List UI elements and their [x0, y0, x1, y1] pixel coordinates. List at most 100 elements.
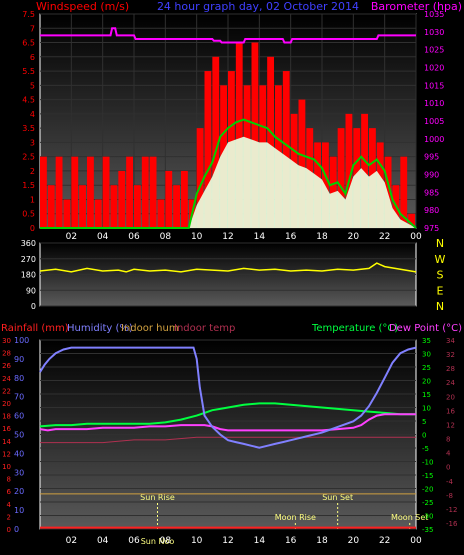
- indoor-temp-tick-label: 34: [446, 337, 455, 345]
- humidity-tick-label: 20: [14, 487, 24, 496]
- time-tick-label: 08: [160, 232, 172, 242]
- time-tick-label: 02: [66, 536, 77, 546]
- wind-max-bar: [102, 156, 110, 228]
- compass-point-label: W: [435, 253, 446, 266]
- windspeed-tick-label: 4.5: [22, 96, 35, 105]
- windspeed-tick-label: 0.5: [22, 210, 35, 219]
- rainfall-tick-label: 30: [2, 337, 11, 345]
- indoor-temp-tick-label: 32: [446, 351, 455, 359]
- direction-degree-label: 90: [26, 286, 36, 295]
- barometer-tick-label: 1000: [424, 135, 444, 144]
- time-tick-label: 20: [348, 536, 360, 546]
- indoor-temp-line: [40, 436, 416, 444]
- direction-degree-ticks: 0 90 180 270 360: [21, 239, 36, 311]
- indoor-temp-tick-label: 16: [446, 407, 455, 415]
- indoor-temp-tick-label: 24: [446, 379, 455, 387]
- wind-max-bar: [181, 170, 188, 228]
- barometer-tick-label: 1020: [424, 64, 444, 73]
- wind-max-bar: [94, 199, 102, 228]
- direction-degree-label: 0: [31, 302, 36, 311]
- windspeed-tick-label: 6: [30, 53, 35, 62]
- rainfall-tick-label: 12: [2, 450, 11, 458]
- wind-max-bar: [204, 71, 212, 228]
- time-tick-label: 14: [254, 232, 266, 242]
- time-tick-label: 12: [222, 232, 233, 242]
- astro-label: Sun Rise: [140, 493, 175, 502]
- time-tick-label: 02: [66, 232, 77, 242]
- rainfall-tick-label: 0: [7, 526, 11, 534]
- time-tick-label: 00: [410, 536, 422, 546]
- humidity-tick-label: 50: [14, 431, 24, 440]
- time-tick-label: 16: [285, 536, 297, 546]
- barometer-line: [40, 27, 416, 44]
- time-tick-label: 08: [160, 536, 172, 546]
- time-tick-label: 12: [222, 536, 233, 546]
- windspeed-axis-title: Windspeed (m/s): [36, 0, 129, 13]
- time-tick-label: 06: [128, 232, 140, 242]
- compass-point-label: E: [437, 284, 444, 297]
- temperature-tick-label: 20: [422, 378, 431, 386]
- chart-title: 24 hour graph day, 02 October 2014: [157, 0, 359, 13]
- rainfall-tick-label: 6: [7, 488, 12, 496]
- barometer-axis-title: Barometer (hpa): [371, 0, 462, 13]
- rainfall-tick-label: 20: [2, 400, 11, 408]
- wind-max-bar: [87, 156, 94, 228]
- temp-hum-series: [39, 346, 417, 529]
- temperature-tick-label: 0: [422, 432, 426, 440]
- rainfall-tick-label: 2: [7, 513, 11, 521]
- temperature-tick-label: -15: [422, 472, 433, 480]
- indoor-hum-axis-title: Indoor hum: [121, 323, 179, 334]
- direction-grid: [40, 242, 416, 307]
- wind-max-bar: [345, 113, 353, 228]
- temperature-tick-label: -30: [422, 513, 433, 521]
- rainfall-tick-label: 8: [7, 476, 11, 484]
- windspeed-tick-label: 6.5: [22, 39, 35, 48]
- rainfall-tick-label: 24: [2, 375, 11, 383]
- wind-max-bar: [361, 113, 368, 228]
- wind-max-bar: [267, 56, 274, 228]
- wind-max-bar: [384, 156, 392, 228]
- wind-max-bar: [47, 185, 55, 228]
- windspeed-axis-ticks: 0 0.5 1 1.5 2 2.5 3 3.5 4 4.5 5 5.5 6 6.5 7 7.5: [22, 10, 35, 233]
- temperature-tick-label: -25: [422, 499, 433, 507]
- indoor-temp-tick-label: 8: [446, 436, 450, 444]
- time-tick-label: 06: [128, 536, 140, 546]
- indoor-temp-tick-label: 20: [446, 393, 455, 401]
- rainfall-tick-label: 14: [2, 438, 11, 446]
- astro-label: Sun Noo: [141, 537, 175, 546]
- wind-gust-line: [40, 118, 417, 229]
- rainfall-tick-label: 28: [2, 350, 11, 358]
- barometer-tick-label: 1005: [424, 117, 444, 126]
- humidity-tick-label: 90: [14, 355, 24, 364]
- indoor-temp-axis-title: Indoor temp: [174, 323, 235, 334]
- dew-point-line: [39, 413, 416, 432]
- windspeed-tick-label: 0: [30, 224, 35, 233]
- wind-max-bar: [337, 128, 345, 228]
- barometer-tick-label: 1035: [424, 10, 444, 19]
- time-tick-label: 22: [379, 536, 390, 546]
- windspeed-tick-label: 7: [30, 24, 35, 33]
- windspeed-tick-label: 5.5: [22, 67, 35, 76]
- humidity-tick-label: 100: [14, 336, 29, 345]
- astro-label: Sun Set: [322, 493, 353, 502]
- humidity-tick-label: 80: [14, 374, 24, 383]
- barometer-tick-label: 1030: [424, 28, 444, 37]
- direction-degree-label: 270: [21, 255, 36, 264]
- barometer-tick-label: 980: [424, 206, 439, 215]
- windspeed-tick-label: 2.5: [22, 153, 35, 162]
- windspeed-tick-label: 2: [30, 167, 35, 176]
- direction-degree-label: 180: [21, 271, 36, 280]
- windspeed-tick-label: 7.5: [22, 10, 35, 19]
- temperature-tick-label: -35: [422, 526, 433, 534]
- compass-point-label: N: [436, 300, 444, 313]
- windspeed-tick-label: 1.5: [22, 181, 35, 190]
- wind-max-bar: [118, 170, 126, 228]
- barometer-tick-label: 1015: [424, 81, 444, 90]
- dew-point-axis-title: Dew Point (°C): [389, 323, 462, 334]
- temperature-tick-label: 25: [422, 364, 431, 372]
- windspeed-tick-label: 3.5: [22, 124, 35, 133]
